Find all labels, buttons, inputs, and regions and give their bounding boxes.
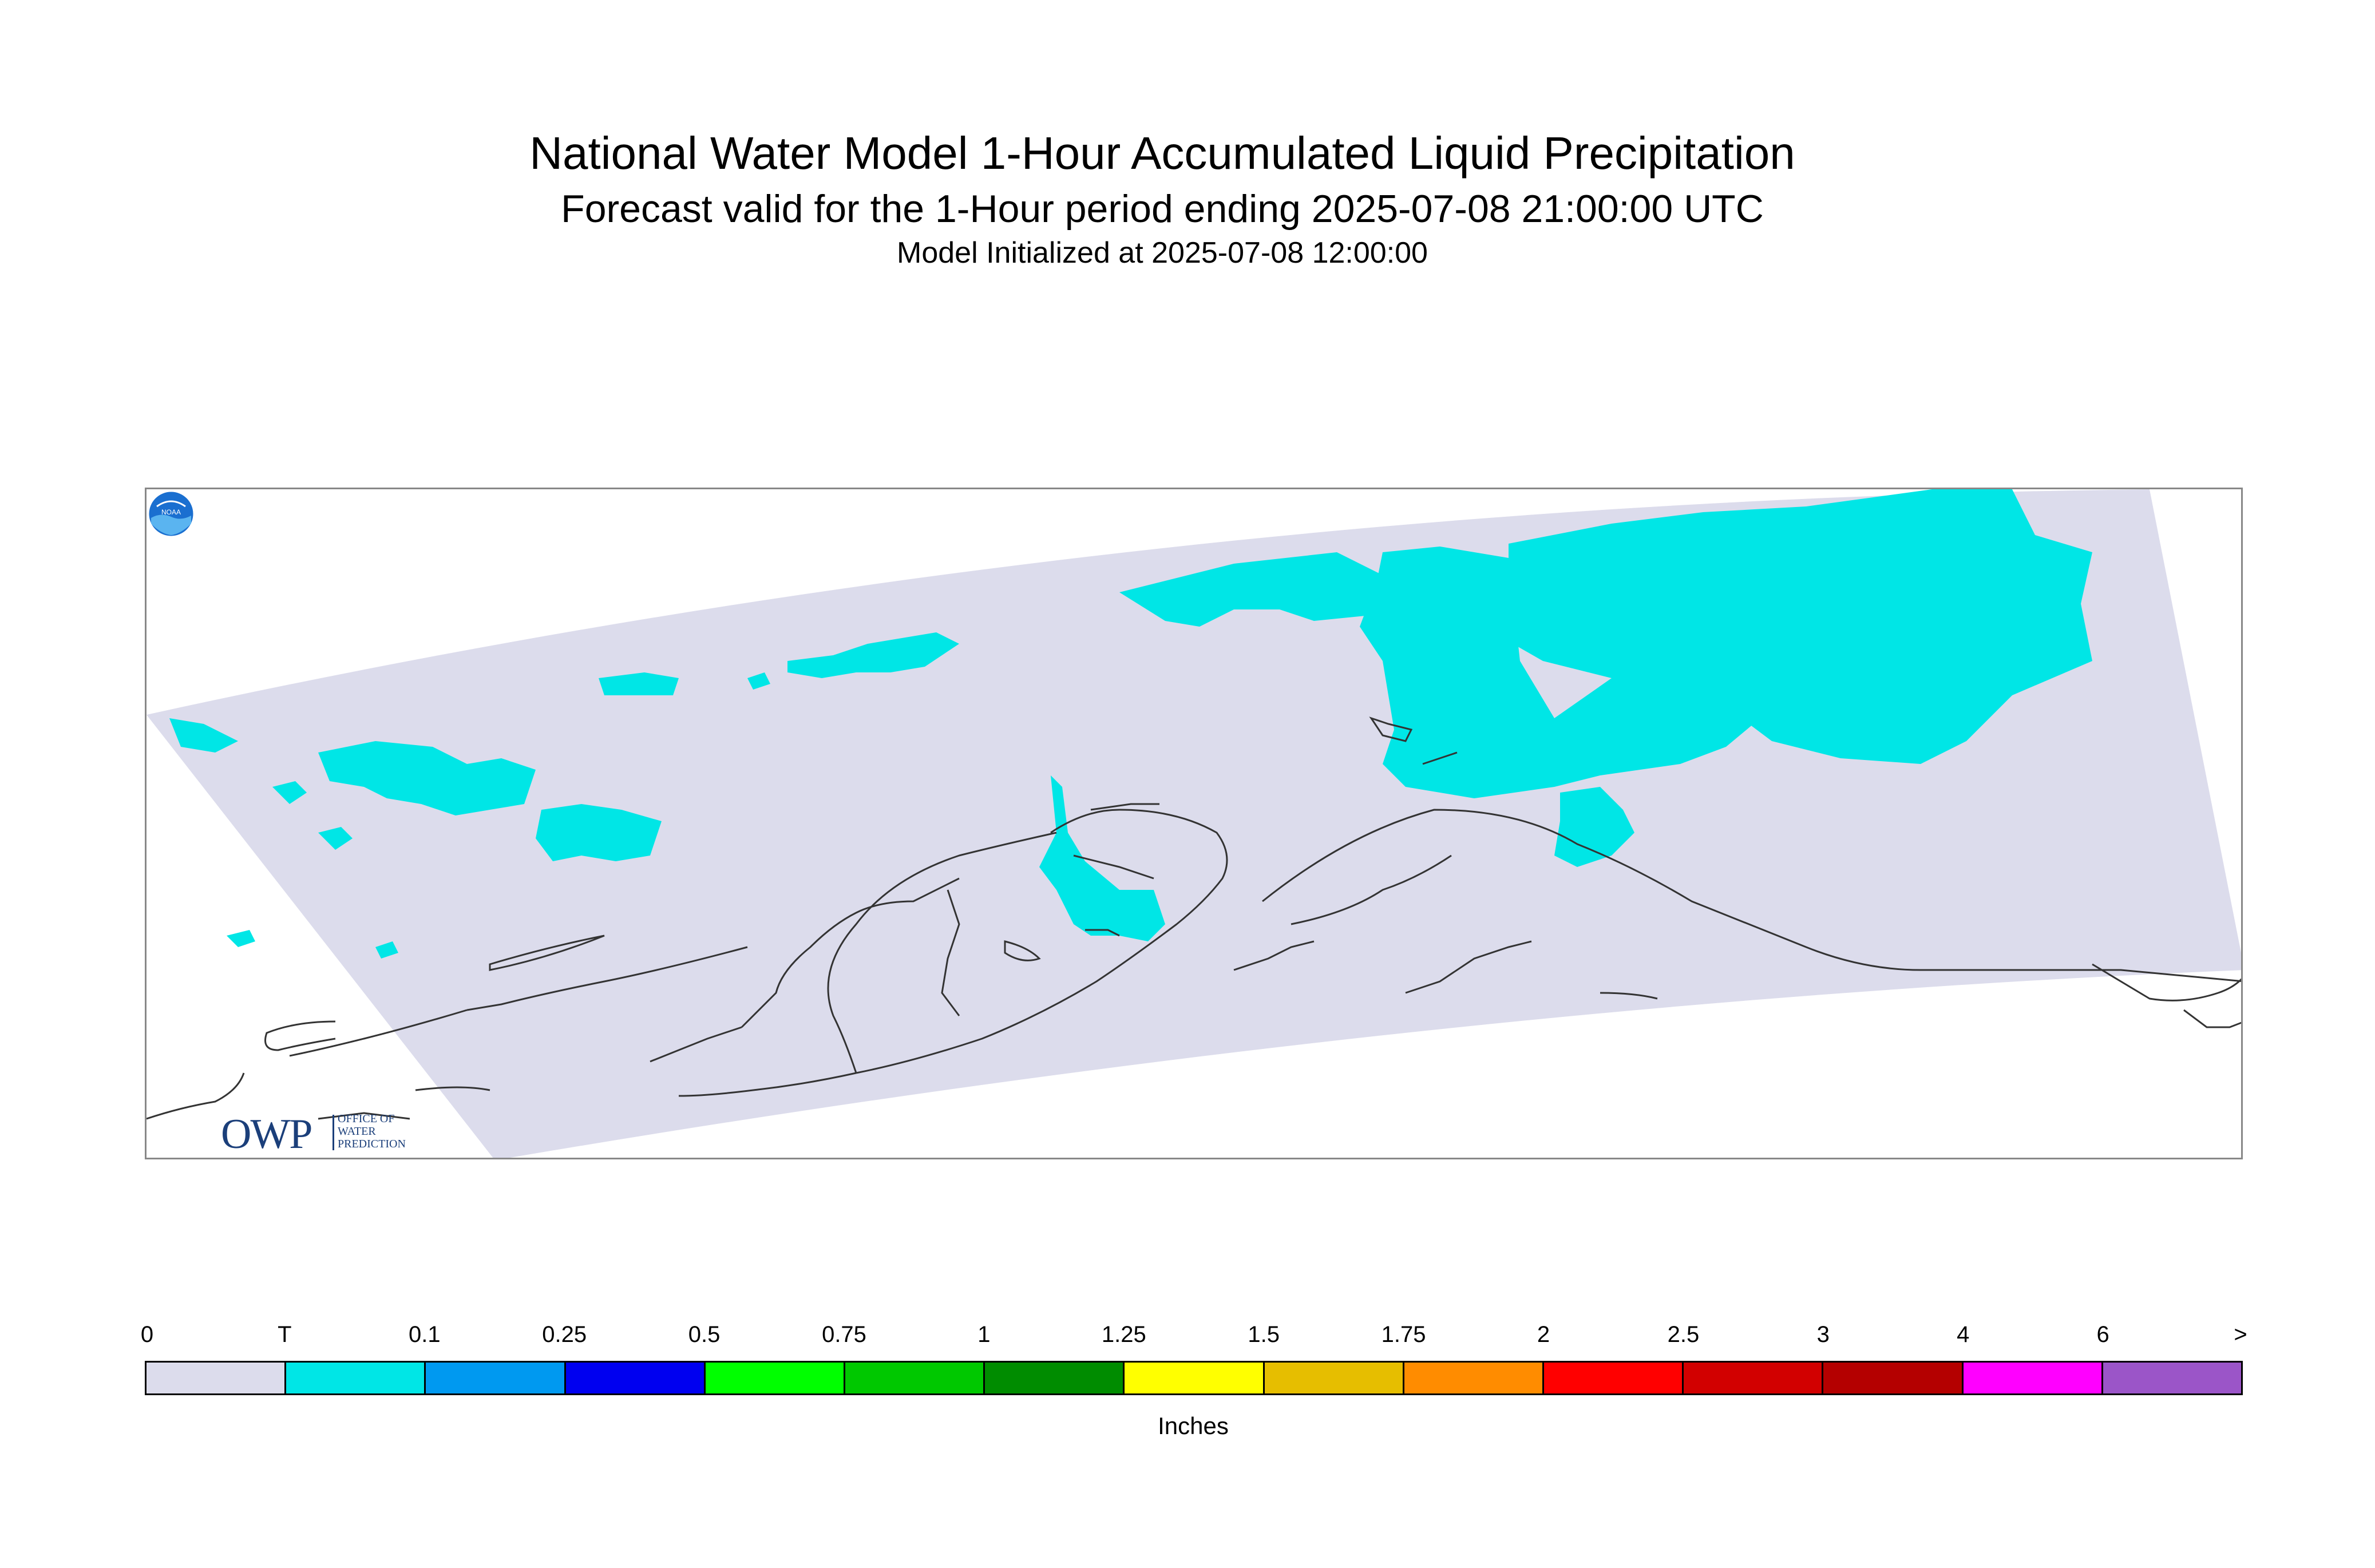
- owp-logo: OWP OFFICE OF WATER PREDICTION: [221, 1110, 444, 1158]
- colorbar-tick-label: 6: [2096, 1322, 2109, 1347]
- colorbar-swatch: [845, 1363, 985, 1393]
- colorbar-tick-label: 0.5: [688, 1322, 721, 1347]
- coastlines: [147, 716, 2241, 1120]
- colorbar-tick-label: 3: [1816, 1322, 1830, 1347]
- colorbar-swatch: [705, 1363, 846, 1393]
- colorbar-tick-label: T: [278, 1322, 292, 1347]
- colorbar-tick-label: 0.75: [822, 1322, 866, 1347]
- colorbar-tick-label: 2: [1537, 1322, 1550, 1347]
- map-subtitle: Forecast valid for the 1-Hour period end…: [561, 187, 1764, 231]
- colorbar-tick-label: 1.25: [1101, 1322, 1146, 1347]
- noaa-logo-text: NOAA: [161, 508, 181, 516]
- colorbar-swatch: [985, 1363, 1125, 1393]
- colorbar-swatch: [1264, 1363, 1404, 1393]
- precip-map: OWP OFFICE OF WATER PREDICTION NOAA: [145, 488, 2243, 1159]
- colorbar-units: Inches: [1158, 1412, 1229, 1439]
- colorbar-tick-label: 1.75: [1381, 1322, 1426, 1347]
- colorbar-swatch: [1404, 1363, 1545, 1393]
- colorbar-tick-label: >: [2234, 1322, 2247, 1347]
- colorbar-swatch: [1684, 1363, 1824, 1393]
- owp-logo-mark: OWP: [221, 1111, 312, 1158]
- colorbar-swatch: [2103, 1363, 2242, 1393]
- colorbar-swatch: [426, 1363, 566, 1393]
- map-canvas: [147, 489, 2241, 1158]
- noaa-logo: NOAA: [147, 490, 195, 538]
- colorbar-swatch: [1544, 1363, 1684, 1393]
- colorbar-swatch: [1823, 1363, 1964, 1393]
- init-time: Model Initialized at 2025-07-08 12:00:00: [897, 236, 1428, 270]
- colorbar: [145, 1361, 2243, 1395]
- colorbar-tick-label: 0.25: [542, 1322, 587, 1347]
- map-title: National Water Model 1-Hour Accumulated …: [529, 128, 1795, 179]
- colorbar-swatch: [565, 1363, 706, 1393]
- colorbar-tick-label: 2.5: [1667, 1322, 1700, 1347]
- trace-precip-areas: [169, 489, 2092, 959]
- owp-logo-text: OFFICE OF WATER PREDICTION: [338, 1112, 406, 1150]
- colorbar-swatch: [147, 1363, 287, 1393]
- colorbar-swatch: [286, 1363, 426, 1393]
- colorbar-tick-label: 0: [140, 1322, 154, 1347]
- colorbar-tick-label: 1.5: [1248, 1322, 1280, 1347]
- colorbar-tick-labels: 0 T 0.1 0.25 0.5 0.75 1 1.25 1.5 1.75 2 2.5 3 4 6 >: [141, 1322, 2247, 1351]
- colorbar-swatch: [1125, 1363, 1265, 1393]
- colorbar-tick-label: 0.1: [408, 1322, 441, 1347]
- colorbar-tick-label: 4: [1957, 1322, 1970, 1347]
- owp-logo-divider: [332, 1115, 334, 1150]
- colorbar-swatch: [1963, 1363, 2103, 1393]
- colorbar-tick-label: 1: [977, 1322, 991, 1347]
